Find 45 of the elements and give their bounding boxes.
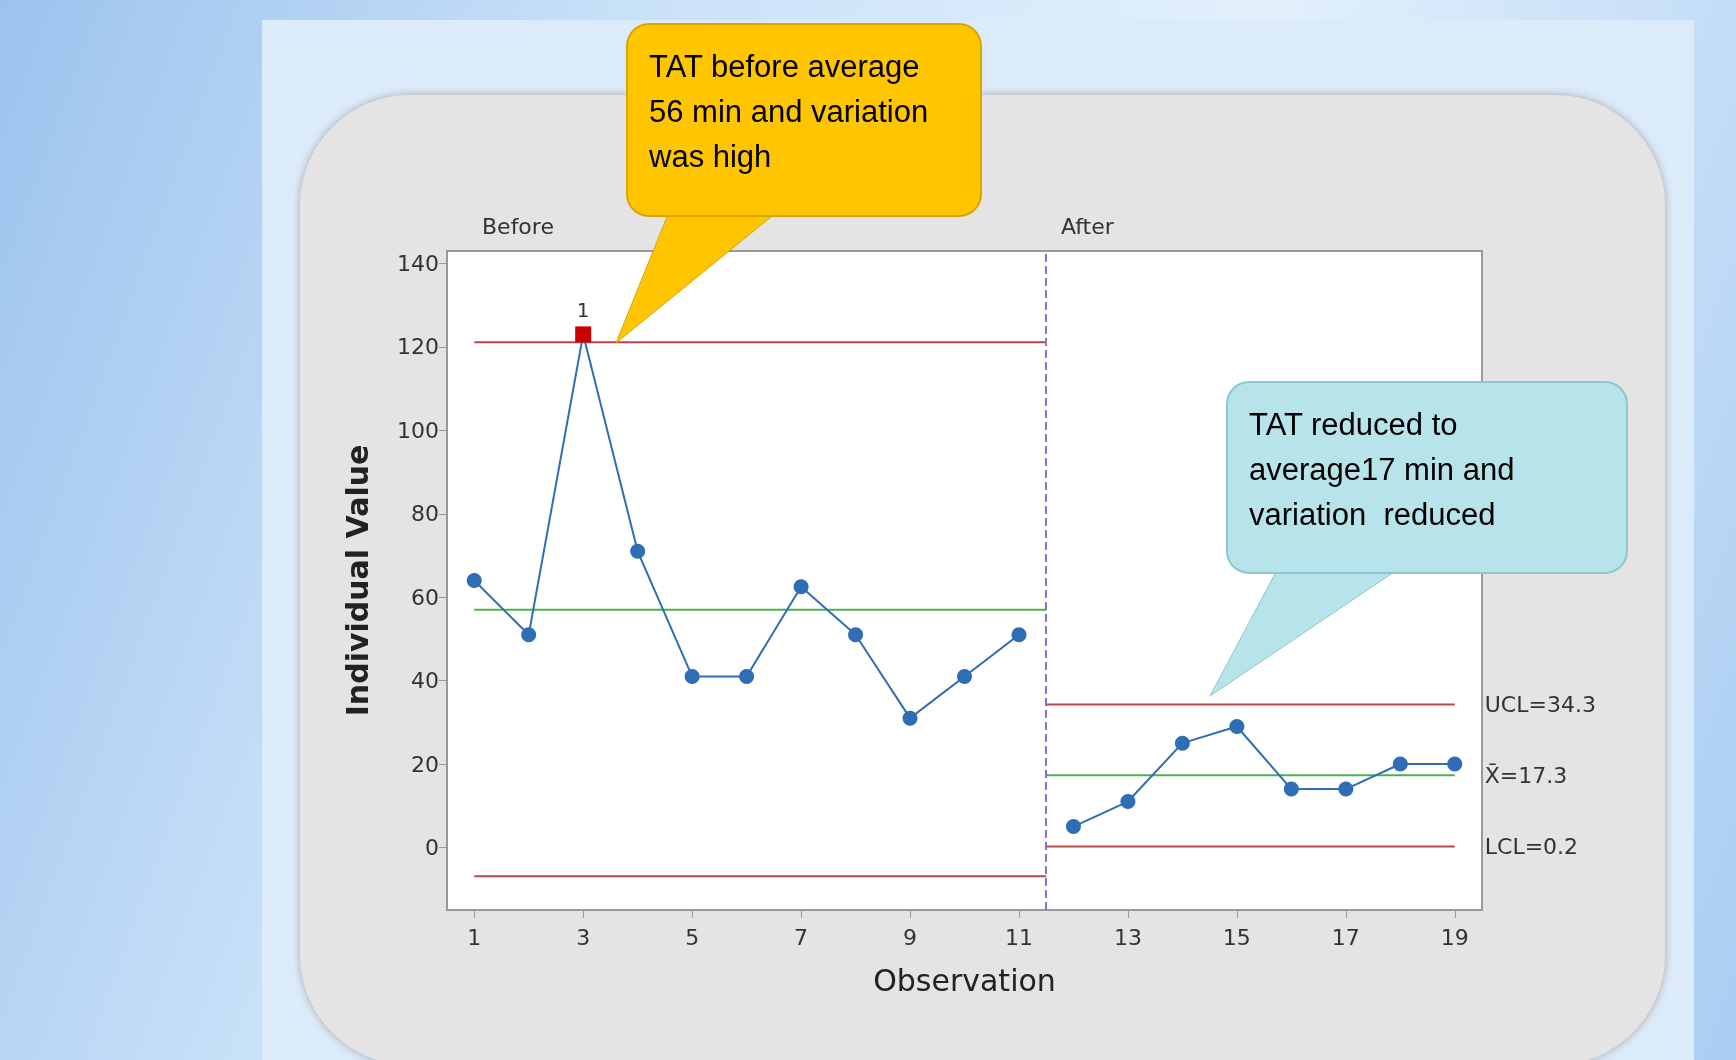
x-tick-label: 15	[1222, 924, 1251, 950]
point	[848, 627, 864, 643]
y-tick-label: 80	[411, 501, 439, 527]
x-tick-label: 13	[1113, 924, 1142, 950]
series-label: X̄=17.3	[1484, 762, 1568, 788]
point	[684, 668, 700, 684]
annotation: 1	[576, 298, 590, 323]
point	[739, 668, 755, 684]
point	[1283, 781, 1299, 797]
y-tick-label: 120	[397, 334, 439, 360]
point	[793, 579, 809, 595]
x-tick-label: 5	[685, 924, 700, 950]
y-tick-label: 0	[425, 834, 439, 860]
point	[1174, 735, 1190, 751]
point	[902, 710, 918, 726]
point	[1392, 756, 1408, 772]
point	[466, 573, 482, 588]
text: After	[1061, 214, 1114, 239]
annotation: TAT reduced to average17 min and variation reduced	[1249, 406, 1515, 534]
y-tick-label: 100	[397, 417, 439, 443]
y-tick-label: 60	[411, 584, 439, 610]
point	[630, 543, 646, 559]
point	[1065, 819, 1081, 835]
x-tick-label: 17	[1331, 924, 1360, 950]
x-tick-label: 19	[1440, 924, 1469, 950]
y-tick-label: 40	[411, 668, 439, 694]
x-tick-label: 11	[1004, 924, 1033, 950]
point	[575, 326, 592, 343]
x-tick-label: 7	[794, 924, 809, 950]
y-axis-title: Individual Value	[339, 444, 375, 717]
point	[1338, 781, 1354, 797]
x-tick-label: 1	[467, 924, 482, 950]
point	[1229, 718, 1245, 734]
point	[957, 668, 972, 684]
point	[1447, 756, 1463, 772]
x-tick-label: 3	[576, 924, 591, 950]
point	[1120, 794, 1136, 810]
point	[1011, 627, 1027, 643]
y-tick-label: 140	[397, 251, 439, 277]
point	[521, 627, 537, 643]
y-tick-label: 20	[411, 751, 439, 777]
series-label: LCL=0.2	[1484, 834, 1579, 860]
x-axis-title: Observation	[873, 962, 1056, 998]
x-tick-label: 9	[903, 924, 918, 950]
text: Before	[482, 214, 554, 239]
